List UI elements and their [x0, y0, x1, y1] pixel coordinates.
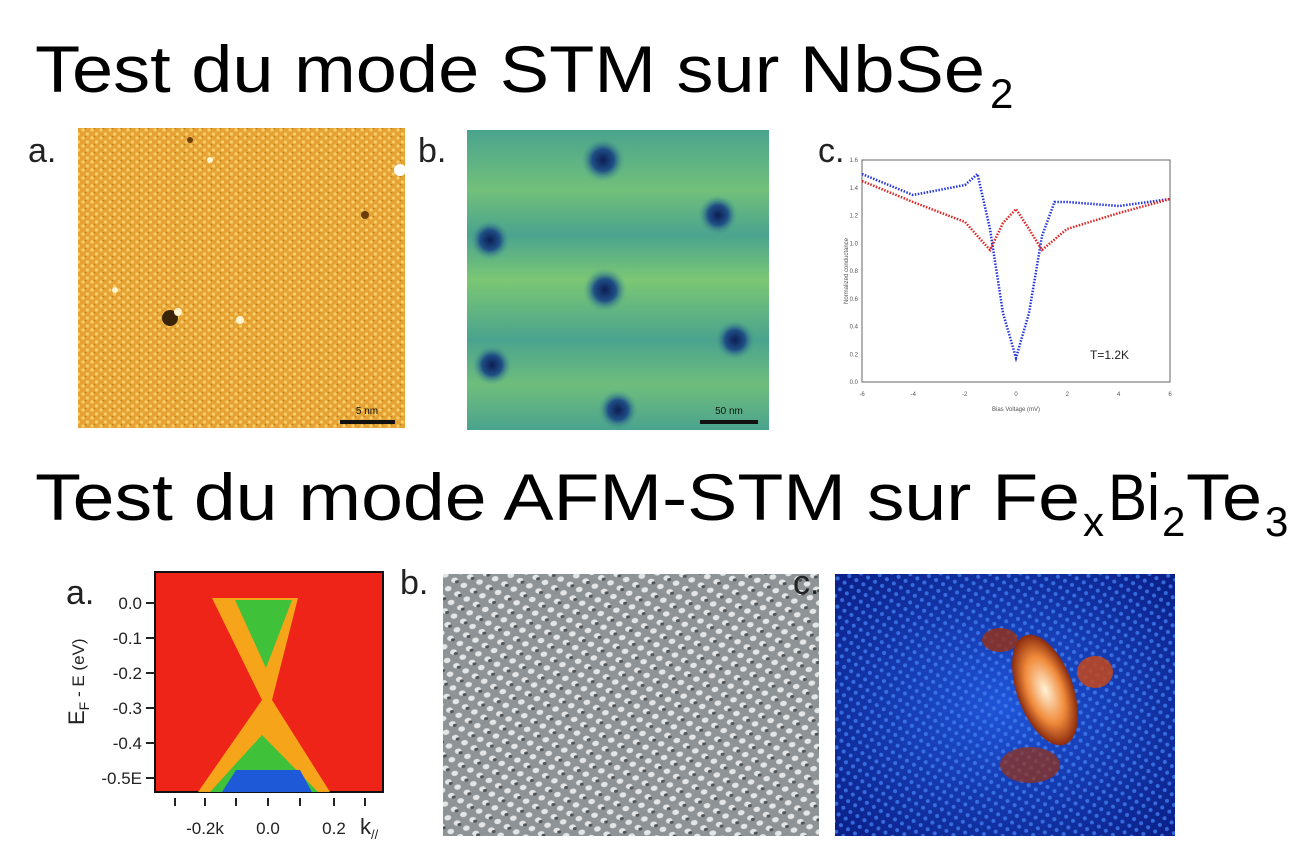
panel-label: b. [418, 132, 446, 170]
annotation: T=1.2K [1090, 348, 1129, 362]
title-subscript: 2 [1162, 498, 1185, 545]
x-tick-label: -0.2k [186, 819, 224, 838]
y-axis-label: EF - E (eV) [64, 638, 92, 725]
slide: Test du mode STM sur NbSe 2 Test du mode… [0, 0, 1314, 842]
x-tick-label: 0.2 [322, 819, 346, 838]
panel-label: b. [400, 564, 428, 602]
arpes-image [155, 572, 383, 792]
x-tick-label: 2 [1066, 392, 1070, 398]
panel-label: a. [66, 574, 94, 612]
y-tick-label: -0.2 [113, 664, 142, 683]
x-axis-label-subscript: // [371, 827, 379, 842]
stm-image [78, 128, 405, 428]
title-text: Test du mode STM sur NbSe [35, 32, 985, 106]
y-axis-label-subscript: F [76, 702, 92, 711]
y-tick-label: 0.8 [850, 269, 859, 275]
y-tick-label: -0.1 [113, 629, 142, 648]
panel-label: c. [818, 132, 844, 170]
y-tick-label: -0.5E [101, 769, 142, 788]
x-tick-label: 0.0 [256, 819, 280, 838]
title-subscript: 2 [990, 70, 1013, 117]
x-axis-label: k// [360, 814, 379, 842]
afm-image [443, 574, 819, 836]
y-tick-label: 1.6 [850, 158, 859, 164]
title-text: Bi [1108, 460, 1160, 534]
y-tick-label: 0.2 [850, 352, 859, 358]
panel-label: a. [28, 132, 56, 170]
x-tick-label: 6 [1168, 392, 1172, 398]
x-tick-label: 0 [1014, 392, 1018, 398]
y-tick-label: 1.2 [850, 214, 859, 220]
x-tick-label: -6 [859, 392, 865, 398]
y-axis-label-text: E [64, 710, 89, 725]
title-text: Te [1186, 460, 1262, 534]
panel-label: c. [793, 564, 819, 602]
x-tick-label: -4 [911, 392, 917, 398]
y-tick-label: 0.6 [850, 297, 859, 303]
y-tick-label: 0.4 [850, 325, 859, 331]
scale-bar-label: 5 nm [356, 406, 378, 417]
y-tick-label: 1.0 [850, 241, 859, 247]
y-tick-label: -0.4 [113, 734, 142, 753]
y-tick-label: -0.3 [113, 699, 142, 718]
y-tick-label: 0.0 [118, 594, 142, 613]
scale-bar-label: 50 nm [715, 406, 743, 417]
x-tick-label: 4 [1117, 392, 1121, 398]
stm-image [835, 574, 1175, 836]
x-axis-label: Bias Voltage (mV) [992, 407, 1040, 413]
title-subscript: 3 [1265, 498, 1288, 545]
title-text: Test du mode AFM-STM sur Fe [35, 460, 1080, 534]
y-tick-label: 1.4 [850, 186, 859, 192]
y-tick-label: 0.0 [850, 380, 859, 386]
x-tick-label: -2 [962, 392, 968, 398]
title-subscript: x [1083, 498, 1104, 545]
y-axis-label: Normalized conductance [844, 237, 850, 304]
y-axis-label-rest: - E (eV) [69, 638, 88, 701]
